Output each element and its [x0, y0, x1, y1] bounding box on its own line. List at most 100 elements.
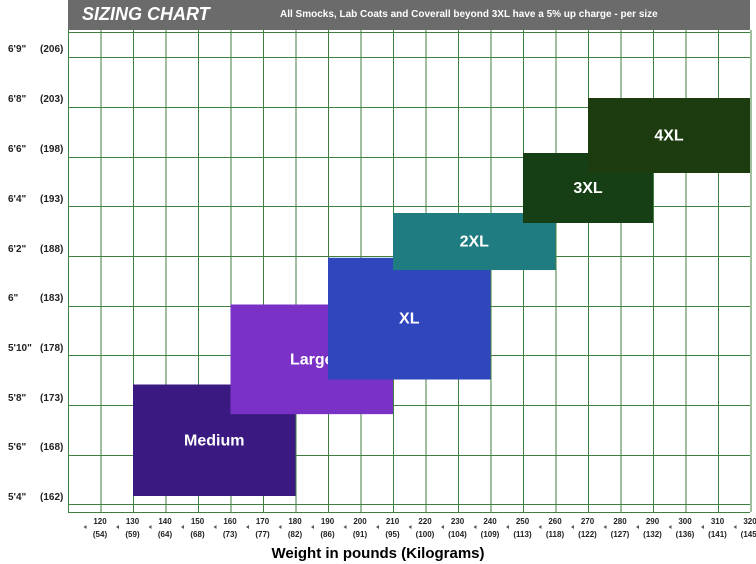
x-tick-lb: 310 — [711, 517, 725, 526]
x-tick-marker — [668, 525, 672, 529]
y-tick-cm: (173) — [40, 393, 63, 404]
y-tick-feet: 6'2" — [8, 244, 27, 255]
x-tick-marker — [571, 525, 574, 529]
x-tick-kg: (59) — [125, 530, 140, 539]
x-tick-marker — [213, 525, 217, 529]
x-tick-lb: 120 — [93, 517, 107, 526]
x-tick-kg: (82) — [288, 530, 303, 539]
size-regions: Medium Large XL 2XL 3XL 4XL — [133, 98, 750, 496]
chart-subtitle: All Smocks, Lab Coats and Coverall beyon… — [280, 9, 658, 20]
x-tick-lb: 270 — [581, 517, 595, 526]
chart-title: SIZING CHART — [82, 4, 210, 24]
x-tick-kg: (113) — [513, 530, 532, 539]
x-tick-marker — [506, 525, 509, 529]
x-tick-lb: 190 — [321, 517, 335, 526]
size-label-3xl: 3XL — [573, 180, 603, 197]
x-tick-kg: (54) — [93, 530, 108, 539]
x-axis-label: Weight in pounds (Kilograms) — [271, 545, 485, 562]
x-axis-ticks: 120 (54) 130 (59) 140 (64) 150 (68) 160 (73) 170 (7… — [83, 517, 756, 539]
x-tick-kg: (132) — [643, 530, 662, 539]
x-tick-kg: (104) — [448, 530, 467, 539]
x-tick-marker — [83, 525, 87, 529]
x-tick-marker — [246, 525, 249, 529]
x-tick-lb: 260 — [548, 517, 562, 526]
size-region-xl — [328, 257, 491, 380]
x-tick-lb: 180 — [288, 517, 302, 526]
x-tick-kg: (91) — [353, 530, 368, 539]
x-tick-lb: 280 — [613, 517, 627, 526]
size-label-4xl: 4XL — [654, 128, 684, 145]
y-tick-cm: (162) — [40, 492, 63, 503]
x-tick-kg: (95) — [385, 530, 400, 539]
x-tick-marker — [603, 525, 607, 529]
size-label-2xl: 2XL — [460, 234, 490, 251]
x-tick-marker — [343, 525, 347, 529]
x-tick-lb: 160 — [223, 517, 237, 526]
x-tick-marker — [473, 525, 477, 529]
x-tick-kg: (77) — [255, 530, 270, 539]
x-tick-lb: 240 — [483, 517, 497, 526]
y-tick-feet: 6'8" — [8, 94, 27, 105]
y-tick-feet: 6'4" — [8, 194, 27, 205]
x-tick-marker — [636, 525, 639, 529]
x-tick-lb: 220 — [418, 517, 432, 526]
x-tick-lb: 170 — [256, 517, 270, 526]
x-tick-lb: 130 — [126, 517, 140, 526]
x-tick-lb: 210 — [386, 517, 400, 526]
y-tick-cm: (193) — [40, 194, 63, 205]
y-tick-feet: 5'6" — [8, 442, 27, 453]
x-tick-lb: 320 — [743, 517, 756, 526]
x-tick-marker — [116, 525, 119, 529]
x-tick-kg: (118) — [546, 530, 565, 539]
x-tick-kg: (73) — [223, 530, 238, 539]
y-tick-feet: 5'10" — [8, 343, 32, 354]
x-tick-lb: 290 — [646, 517, 660, 526]
y-axis-ticks: 5'4" (162) 5'6" (168) 5'8" (173) 5'10" (178) 6" (… — [8, 44, 63, 503]
x-tick-lb: 230 — [451, 517, 465, 526]
y-tick-cm: (203) — [40, 94, 63, 105]
x-tick-kg: (145) — [741, 530, 756, 539]
size-label-large: Large — [290, 351, 334, 368]
grid — [68, 30, 752, 513]
x-tick-marker — [441, 525, 444, 529]
x-tick-marker — [148, 525, 152, 529]
x-tick-marker — [181, 525, 184, 529]
x-tick-marker — [408, 525, 412, 529]
x-tick-lb: 300 — [678, 517, 692, 526]
y-tick-cm: (198) — [40, 144, 63, 155]
size-label-medium: Medium — [184, 432, 244, 449]
size-label-xl: XL — [399, 311, 420, 328]
x-tick-marker — [376, 525, 379, 529]
x-tick-marker — [278, 525, 282, 529]
x-tick-kg: (127) — [611, 530, 630, 539]
chart-header: SIZING CHART All Smocks, Lab Coats and C… — [68, 0, 750, 30]
x-tick-kg: (141) — [708, 530, 727, 539]
x-tick-kg: (109) — [481, 530, 500, 539]
y-tick-cm: (168) — [40, 442, 63, 453]
x-tick-marker — [311, 525, 314, 529]
x-tick-marker — [733, 525, 737, 529]
y-tick-feet: 6'9" — [8, 44, 27, 55]
y-tick-feet: 6'6" — [8, 144, 27, 155]
x-tick-lb: 150 — [191, 517, 205, 526]
y-tick-cm: (178) — [40, 343, 63, 354]
x-tick-marker — [538, 525, 542, 529]
x-tick-kg: (86) — [320, 530, 335, 539]
x-tick-kg: (122) — [578, 530, 597, 539]
x-tick-kg: (100) — [416, 530, 435, 539]
y-tick-feet: 5'4" — [8, 492, 27, 503]
x-tick-kg: (64) — [158, 530, 173, 539]
x-tick-kg: (68) — [190, 530, 205, 539]
size-region-4xl — [588, 98, 750, 173]
x-tick-kg: (136) — [676, 530, 695, 539]
y-tick-feet: 5'8" — [8, 393, 27, 404]
y-tick-cm: (206) — [40, 44, 63, 55]
x-tick-lb: 250 — [516, 517, 530, 526]
y-tick-cm: (183) — [40, 293, 63, 304]
y-tick-feet: 6" — [8, 293, 19, 304]
y-tick-cm: (188) — [40, 244, 63, 255]
x-tick-lb: 200 — [353, 517, 367, 526]
x-tick-lb: 140 — [158, 517, 172, 526]
x-tick-marker — [701, 525, 704, 529]
